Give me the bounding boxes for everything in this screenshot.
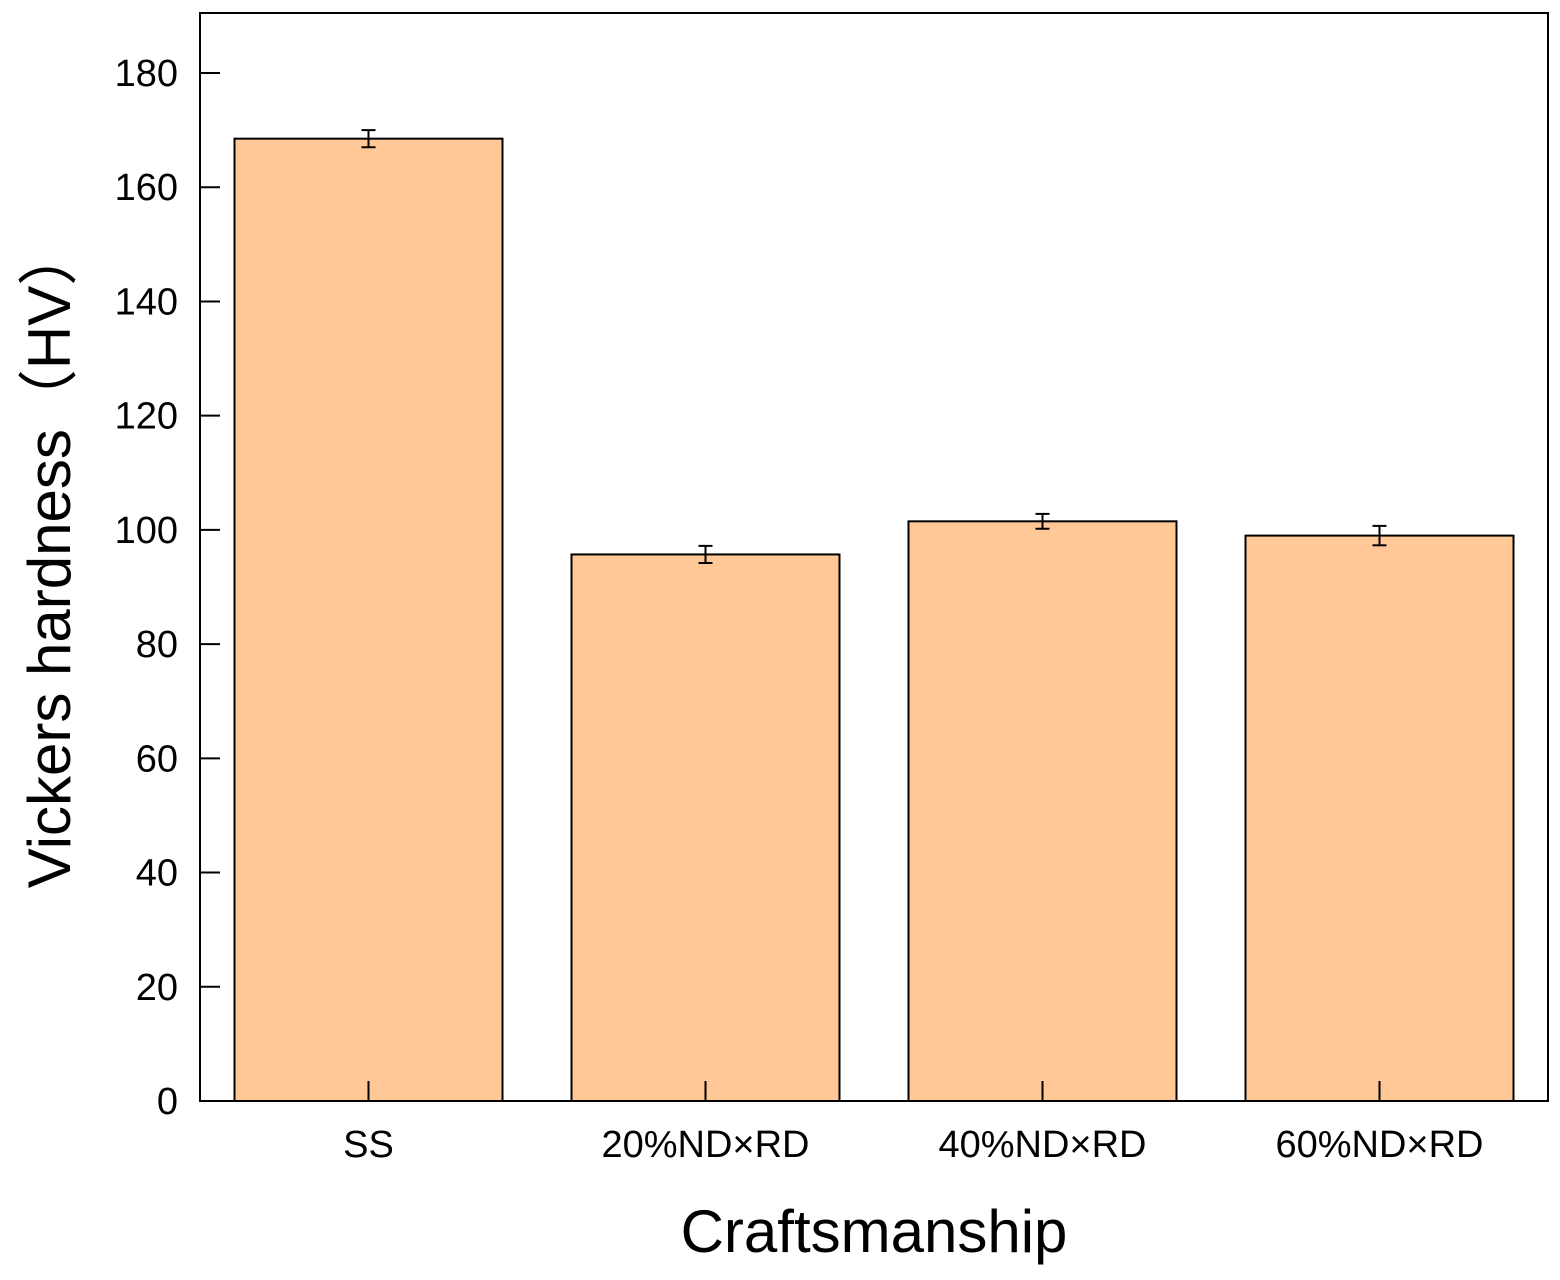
y-tick-label-8: 160 bbox=[115, 167, 178, 209]
y-tick-label-7: 140 bbox=[115, 281, 178, 323]
x-tick-label-1: 20%ND×RD bbox=[601, 1124, 809, 1166]
y-tick-label-5: 100 bbox=[115, 510, 178, 552]
y-tick-label-9: 180 bbox=[115, 53, 178, 95]
y-tick-label-2: 40 bbox=[136, 853, 178, 895]
y-axis-title: Vickers hardness（HV） bbox=[16, 226, 83, 888]
x-tick-label-0: SS bbox=[343, 1124, 394, 1166]
y-tick-label-6: 120 bbox=[115, 396, 178, 438]
bar-0 bbox=[233, 137, 504, 1102]
x-axis-title: Craftsmanship bbox=[681, 1198, 1068, 1265]
plot-frame bbox=[199, 12, 1549, 1102]
bar-1 bbox=[570, 553, 841, 1102]
error-bars-group bbox=[361, 129, 1387, 565]
y-tick-label-3: 60 bbox=[136, 738, 178, 780]
x-tick-label-2: 40%ND×RD bbox=[938, 1124, 1146, 1166]
x-tick-label-3: 60%ND×RD bbox=[1275, 1124, 1483, 1166]
y-tick-label-4: 80 bbox=[136, 624, 178, 666]
y-tick-label-0: 0 bbox=[157, 1081, 178, 1123]
bar-2 bbox=[907, 520, 1178, 1102]
x-axis-ticks: SS 20%ND×RD 40%ND×RD 60%ND×RD bbox=[343, 1081, 1484, 1166]
bars-group bbox=[233, 137, 1515, 1102]
y-tick-label-1: 20 bbox=[136, 967, 178, 1009]
bar-3 bbox=[1244, 534, 1515, 1102]
y-axis-ticks: 0 20 40 60 80 100 120 140 160 180 bbox=[115, 53, 220, 1123]
